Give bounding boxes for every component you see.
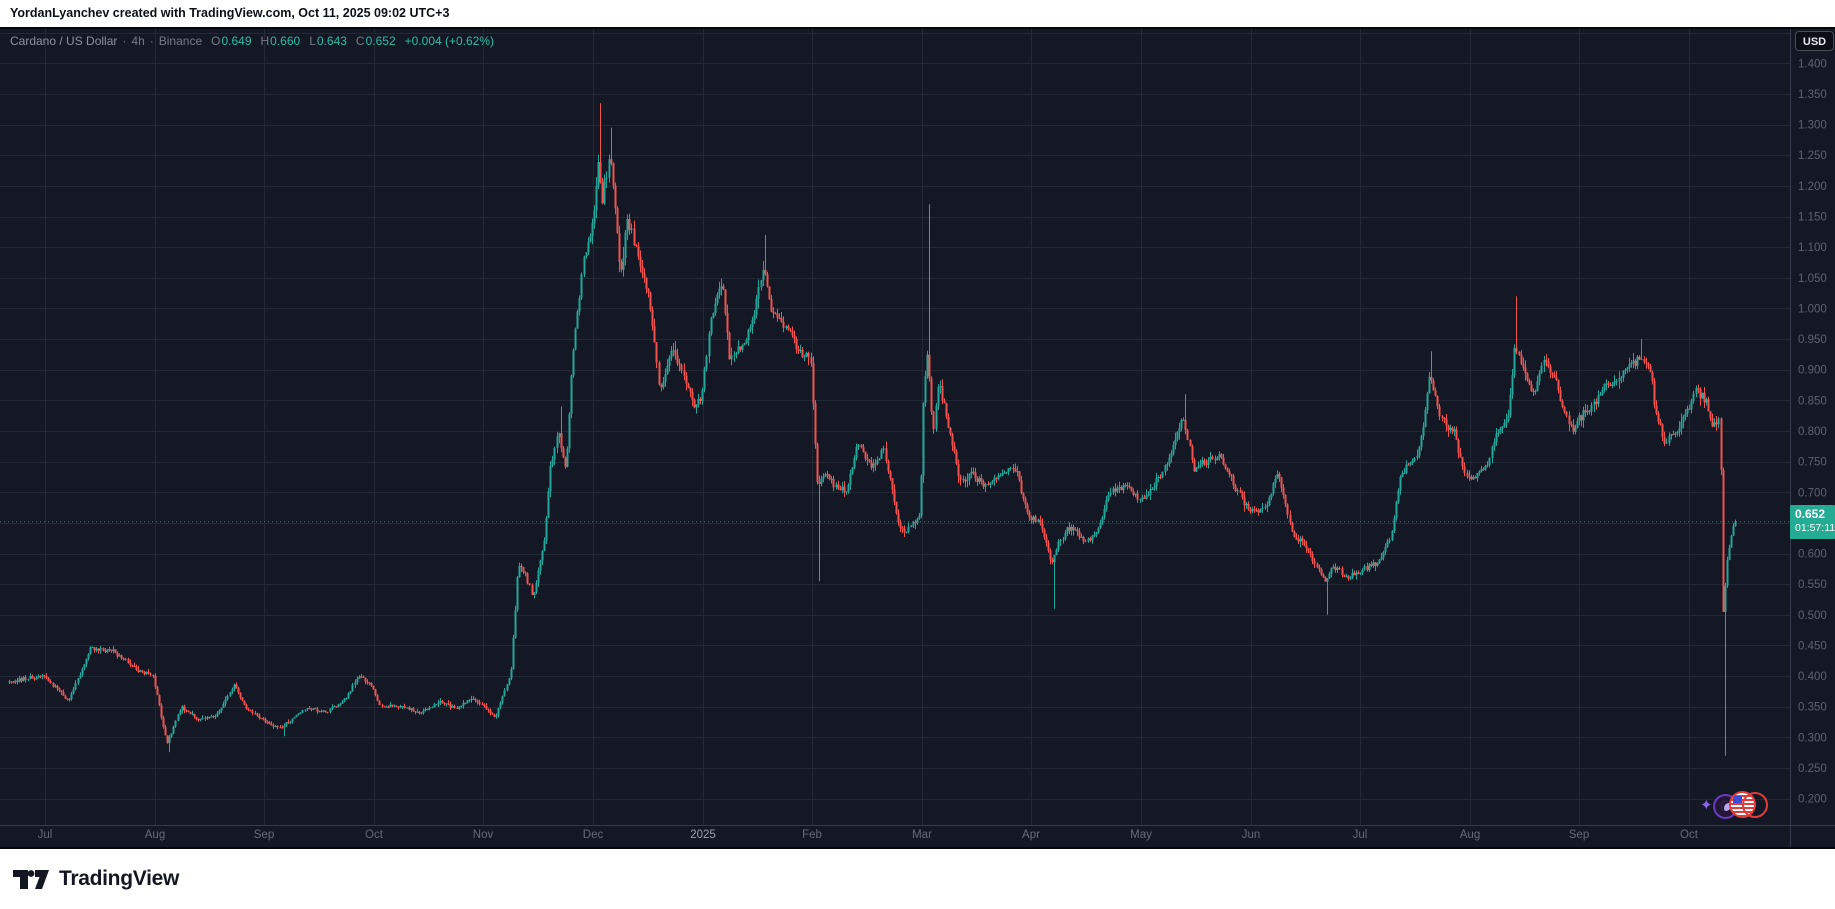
time-tick-label[interactable]: Mar <box>912 829 932 841</box>
axis-borders <box>0 29 1835 847</box>
price-tick-label[interactable]: 1.200 <box>1798 181 1827 193</box>
time-tick-label[interactable]: Aug <box>1460 829 1480 841</box>
price-tick-label[interactable]: 0.400 <box>1798 671 1827 683</box>
time-tick-label[interactable]: May <box>1130 829 1152 841</box>
price-tick-label[interactable]: 0.450 <box>1798 641 1827 653</box>
low-label: L <box>309 34 316 48</box>
price-tick-label[interactable]: 0.250 <box>1798 763 1827 775</box>
high-value: 0.660 <box>270 34 301 48</box>
interval-label[interactable]: 4h <box>131 34 145 48</box>
change-value: +0.004 (+0.62%) <box>404 34 495 48</box>
footer-bar: TradingView <box>0 849 1835 909</box>
close-value: 0.652 <box>365 34 396 48</box>
time-tick-label[interactable]: Sep <box>254 829 274 841</box>
legend-separator: · <box>122 34 127 48</box>
price-tick-label[interactable]: 0.300 <box>1798 732 1827 744</box>
event-icons[interactable]: ✦ <box>1700 791 1772 825</box>
tradingview-wordmark[interactable]: TradingView <box>59 867 180 890</box>
tradingview-logo-icon[interactable] <box>12 865 50 893</box>
currency-usd-button[interactable]: USD <box>1795 31 1834 51</box>
price-tick-label[interactable]: 0.800 <box>1798 426 1827 438</box>
time-tick-label[interactable]: 2025 <box>690 829 716 841</box>
sparkle-icon[interactable]: ✦ <box>1700 797 1713 814</box>
low-value: 0.643 <box>316 34 347 48</box>
price-tick-label[interactable]: 1.100 <box>1798 242 1827 254</box>
grid-lines <box>0 29 1790 825</box>
price-tick-label[interactable]: 1.400 <box>1798 58 1827 70</box>
open-label: O <box>211 34 221 48</box>
candlestick-plot[interactable]: 1.400 1.350 1.300 1.250 1.200 1.150 1.100 1.050… <box>0 29 1835 847</box>
time-tick-label[interactable]: Oct <box>1680 829 1699 841</box>
up-candle-bodies <box>8 159 1737 743</box>
ring-badge-icon[interactable] <box>1742 792 1768 818</box>
time-tick-label[interactable]: Jun <box>1242 829 1261 841</box>
last-price-label[interactable]: 0.652 01:57:11 <box>1790 505 1835 539</box>
high-label: H <box>260 34 270 48</box>
price-tick-label[interactable]: 1.250 <box>1798 150 1827 162</box>
time-tick-label[interactable]: Jul <box>38 829 53 841</box>
time-tick-label[interactable]: Nov <box>473 829 494 841</box>
price-tick-label[interactable]: 0.950 <box>1798 334 1827 346</box>
price-tick-label[interactable]: 0.200 <box>1798 794 1827 806</box>
price-tick-label[interactable]: 0.900 <box>1798 365 1827 377</box>
last-price-value: 0.652 <box>1795 507 1826 521</box>
price-tick-label[interactable]: 0.550 <box>1798 579 1827 591</box>
price-tick-label[interactable]: 1.350 <box>1798 89 1827 101</box>
close-label: C <box>355 34 365 48</box>
price-tick-label[interactable]: 0.500 <box>1798 610 1827 622</box>
attribution-bar: YordanLyanchev created with TradingView.… <box>0 0 1835 27</box>
time-tick-label[interactable]: Sep <box>1569 829 1589 841</box>
open-value: 0.649 <box>221 34 252 48</box>
time-tick-label[interactable]: Feb <box>802 829 822 841</box>
legend-separator: · <box>149 34 154 48</box>
price-tick-label[interactable]: 0.700 <box>1798 487 1827 499</box>
price-tick-label[interactable]: 1.150 <box>1798 212 1827 224</box>
price-tick-label[interactable]: 1.300 <box>1798 120 1827 132</box>
price-tick-label[interactable]: 1.050 <box>1798 273 1827 285</box>
price-tick-label[interactable]: 0.750 <box>1798 457 1827 469</box>
time-tick-label[interactable]: Dec <box>583 829 604 841</box>
chart-area[interactable]: 1.400 1.350 1.300 1.250 1.200 1.150 1.100 1.050… <box>0 27 1835 849</box>
time-tick-label[interactable]: Apr <box>1022 829 1040 841</box>
price-tick-label[interactable]: 0.600 <box>1798 549 1827 561</box>
price-tick-label[interactable]: 0.850 <box>1798 395 1827 407</box>
price-tick-label[interactable]: 1.000 <box>1798 303 1827 315</box>
flag-canton <box>1733 796 1742 803</box>
time-tick-label[interactable]: Oct <box>365 829 384 841</box>
attribution-text: YordanLyanchev created with TradingView.… <box>10 6 450 20</box>
down-candle-bodies <box>10 159 1725 743</box>
price-tick-label[interactable]: 0.350 <box>1798 702 1827 714</box>
up-candle-wicks <box>9 154 1736 756</box>
chart-legend: Cardano / US Dollar · 4h · Binance O0.649 H0.6… <box>10 34 494 48</box>
down-candle-wicks <box>11 103 1724 744</box>
bar-countdown: 01:57:11 <box>1795 522 1835 534</box>
symbol-title[interactable]: Cardano / US Dollar <box>10 34 118 48</box>
exchange-label[interactable]: Binance <box>158 34 203 48</box>
time-tick-label[interactable]: Jul <box>1353 829 1368 841</box>
time-tick-label[interactable]: Aug <box>145 829 165 841</box>
